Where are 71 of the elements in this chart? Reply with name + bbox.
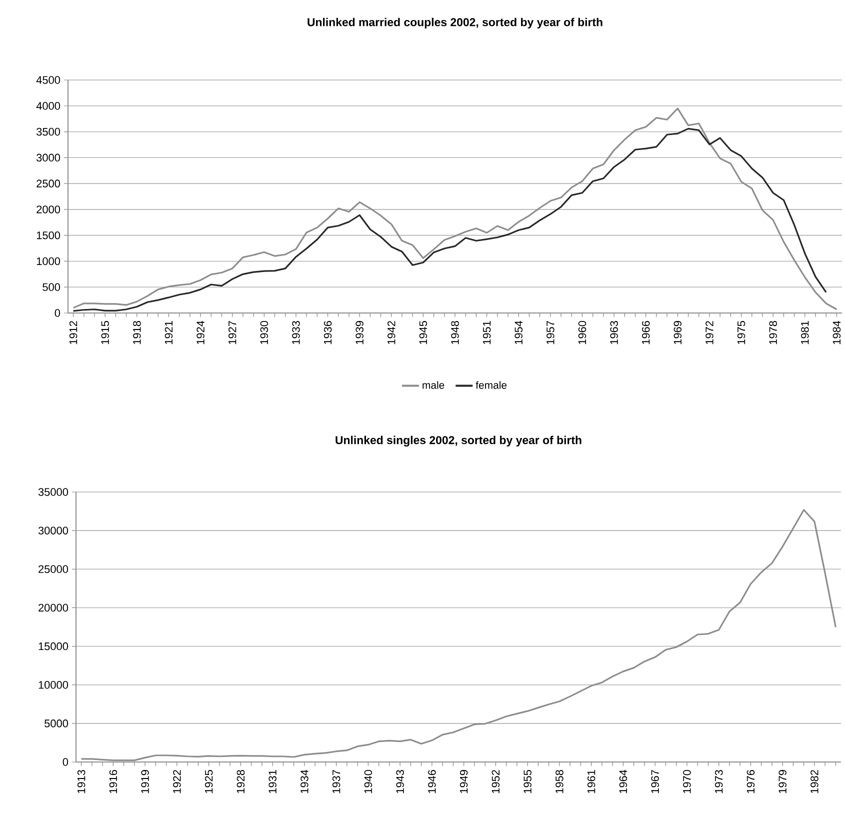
y-tick-label: 35000	[38, 488, 68, 496]
y-tick-label: 3500	[36, 128, 60, 136]
x-tick-label: 1919	[141, 770, 149, 794]
x-tick-label: 1955	[524, 770, 532, 794]
x-tick-label: 1958	[556, 770, 564, 794]
y-tick-label: 15000	[38, 642, 68, 650]
y-tick-label: 30000	[38, 526, 68, 534]
x-tick-label: 1940	[364, 770, 372, 794]
x-tick-label: 1928	[236, 770, 245, 794]
x-tick-label: 1978	[769, 321, 777, 344]
y-tick-label: 2500	[36, 180, 60, 188]
x-tick-label: 1957	[546, 321, 554, 344]
y-tick-label: 25000	[38, 565, 68, 574]
y-tick-label: 5000	[44, 720, 68, 728]
y-tick-label: 4000	[36, 102, 60, 110]
chart-title: Unlinked singles 2002, sorted by year of birth	[336, 436, 582, 446]
x-tick-label: 1949	[460, 770, 468, 794]
x-tick-label: 1930	[260, 320, 268, 344]
x-tick-label: 1922	[173, 770, 181, 794]
y-tick-label: 4500	[36, 76, 60, 84]
y-tick-label: 0	[54, 309, 60, 317]
x-tick-label: 1964	[619, 770, 628, 794]
x-tick-label: 1973	[714, 770, 723, 794]
x-tick-label: 1912	[69, 321, 78, 344]
x-tick-label: 1967	[651, 770, 659, 794]
x-tick-label: 1913	[77, 770, 86, 794]
y-tick-label: 20000	[38, 604, 68, 612]
y-tick-label: 2000	[36, 206, 60, 214]
x-tick-label: 1918	[133, 321, 141, 344]
x-tick-label: 1945	[419, 320, 428, 344]
x-tick-label: 1954	[514, 320, 522, 344]
x-tick-label: 1916	[109, 770, 118, 794]
x-tick-label: 1979	[778, 770, 786, 794]
x-tick-label: 1942	[388, 321, 396, 344]
x-tick-label: 1924	[196, 320, 204, 344]
x-tick-label: 1933	[292, 321, 300, 344]
y-tick-label: 3000	[36, 154, 60, 162]
x-tick-label: 1931	[268, 770, 276, 794]
y-tick-label: 500	[42, 283, 60, 291]
x-tick-label: 1943	[396, 770, 404, 794]
x-tick-label: 1970	[683, 770, 691, 794]
x-tick-label: 1925	[204, 770, 213, 794]
x-tick-label: 1975	[737, 320, 746, 344]
y-tick-label: 0	[62, 758, 68, 766]
x-tick-label: 1937	[332, 770, 340, 794]
x-tick-label: 1939	[356, 321, 364, 344]
x-tick-label: 1927	[228, 321, 236, 344]
x-tick-label: 1946	[428, 770, 436, 794]
y-tick-label: 10000	[38, 680, 68, 689]
x-tick-label: 1976	[746, 770, 755, 794]
legend-label: female	[476, 381, 507, 389]
x-tick-label: 1981	[801, 321, 809, 344]
x-tick-label: 1963	[610, 321, 618, 344]
legend-label: male	[422, 381, 444, 389]
x-tick-label: 1952	[492, 770, 500, 794]
x-tick-label: 1951	[482, 321, 491, 344]
x-tick-label: 1960	[578, 320, 586, 344]
x-tick-label: 1936	[324, 321, 332, 344]
x-tick-label: 1915	[101, 320, 109, 344]
x-tick-label: 1921	[164, 321, 173, 344]
x-tick-label: 1972	[706, 321, 714, 344]
chart-title: Unlinked married couples 2002, sorted by year of birth	[308, 18, 602, 28]
x-tick-label: 1948	[451, 321, 459, 344]
x-tick-label: 1966	[642, 321, 650, 344]
y-tick-label: 1000	[36, 257, 60, 266]
x-tick-label: 1969	[674, 321, 682, 344]
x-tick-label: 1984	[832, 320, 841, 344]
y-tick-label: 1500	[36, 231, 60, 240]
x-tick-label: 1961	[587, 770, 596, 794]
x-tick-label: 1934	[300, 770, 308, 794]
x-tick-label: 1982	[810, 770, 818, 794]
